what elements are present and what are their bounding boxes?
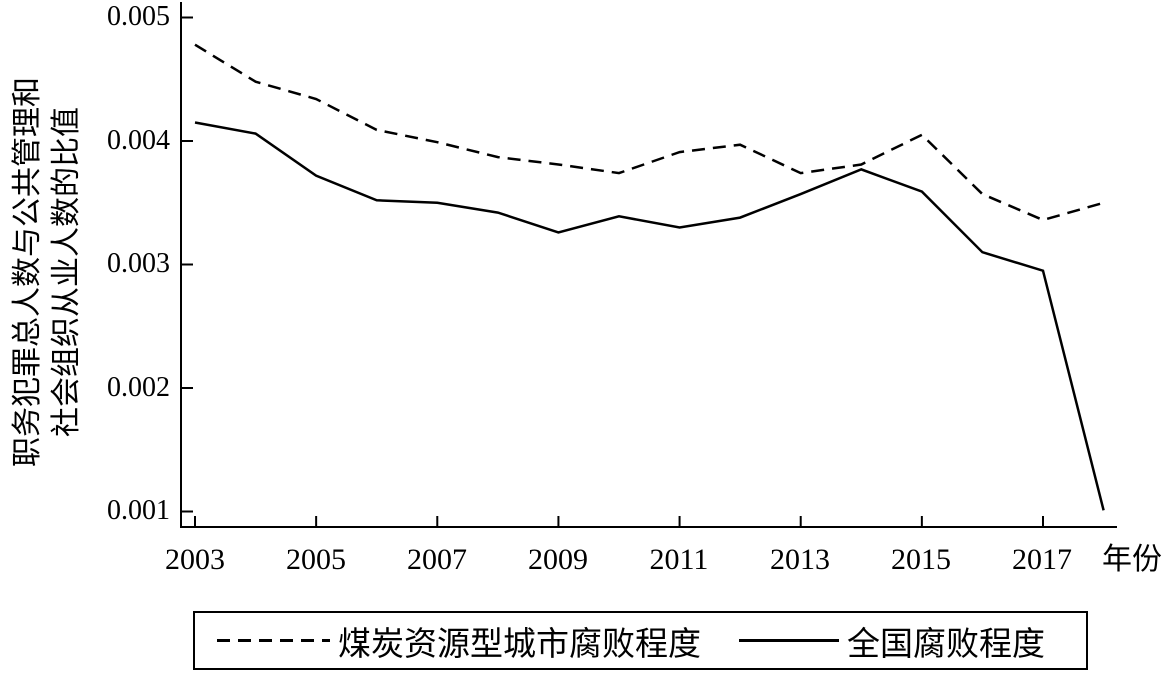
legend-label-coal-cities: 煤炭资源型城市腐败程度 xyxy=(338,626,701,663)
y-tick-label-0004: 0.004 xyxy=(107,125,170,156)
y-tick-label-0005: 0.005 xyxy=(107,1,170,32)
x-tick-label-2005: 2005 xyxy=(286,543,346,576)
y-axis-title-line1: 职务犯罪总人数与公共管理和 xyxy=(11,77,44,467)
x-tick-label-2007: 2007 xyxy=(407,543,467,576)
series-dashed-polyline xyxy=(194,43,1104,222)
x-tick-label-2015: 2015 xyxy=(891,543,951,576)
legend: 煤炭资源型城市腐败程度 全国腐败程度 xyxy=(193,611,1088,670)
x-tick-label-2009: 2009 xyxy=(528,543,588,576)
y-tick-label-0002: 0.002 xyxy=(107,372,170,403)
series-solid-polyline xyxy=(194,121,1105,511)
y-tick-label-0003: 0.003 xyxy=(107,248,170,279)
legend-solid-line-sample xyxy=(739,639,839,642)
x-axis-title: 年份 xyxy=(1102,543,1162,576)
legend-label-national: 全国腐败程度 xyxy=(847,626,1045,663)
x-tick-label-2003: 2003 xyxy=(165,543,225,576)
legend-dashed-line-sample xyxy=(217,639,330,642)
x-tick-label-2011: 2011 xyxy=(649,543,709,576)
y-tick-label-0001: 0.001 xyxy=(107,495,170,526)
x-tick-label-2013: 2013 xyxy=(770,543,830,576)
x-tick-label-2017: 2017 xyxy=(1012,543,1072,576)
